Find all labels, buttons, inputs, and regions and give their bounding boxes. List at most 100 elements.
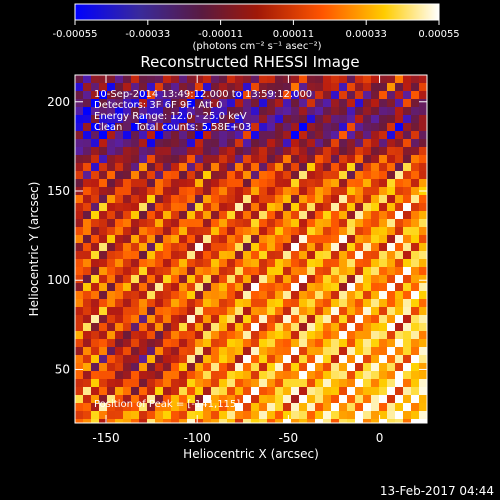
heatmap-cell [251,179,259,187]
heatmap-cell [267,195,275,203]
heatmap-cell [267,259,275,267]
heatmap-cell [147,203,155,211]
y-tick-label: 150 [47,184,70,198]
heatmap-cell [339,379,347,387]
heatmap-cell [219,379,227,387]
heatmap-cell [331,371,339,379]
heatmap-cell [371,395,379,403]
heatmap-cell [83,91,91,99]
heatmap-cell [371,347,379,355]
heatmap-cell [307,371,315,379]
heatmap-cell [203,299,211,307]
heatmap-cell [171,147,179,155]
heatmap-cell [403,331,411,339]
heatmap-cell [363,83,371,91]
heatmap-cell [267,355,275,363]
heatmap-cell [283,179,291,187]
heatmap-cell [291,403,299,411]
heatmap-cell [355,99,363,107]
heatmap-cell [195,291,203,299]
heatmap-cell [75,123,83,131]
heatmap-cell [147,235,155,243]
heatmap-cell [123,123,131,131]
heatmap-cell [75,211,83,219]
heatmap-cell [107,75,115,83]
heatmap-cell [91,259,99,267]
heatmap-cell [419,339,427,347]
heatmap-cell [355,315,363,323]
heatmap-cell [259,315,267,323]
heatmap-cell [91,139,99,147]
heatmap-cell [331,339,339,347]
heatmap-cell [91,347,99,355]
heatmap-cell [395,131,403,139]
heatmap-cell [115,219,123,227]
heatmap-cell [331,403,339,411]
heatmap-cell [131,163,139,171]
heatmap-cell [195,395,203,403]
heatmap-cell [395,187,403,195]
heatmap-cell [227,139,235,147]
heatmap-cell [171,139,179,147]
heatmap-cell [155,211,163,219]
heatmap-cell [243,147,251,155]
heatmap-cell [139,315,147,323]
heatmap-cell [371,75,379,83]
heatmap-cell [91,155,99,163]
heatmap-cell [171,171,179,179]
heatmap-cell [251,195,259,203]
heatmap-cell [163,395,171,403]
heatmap-cell [291,211,299,219]
heatmap-cell [299,203,307,211]
heatmap-cell [123,267,131,275]
heatmap-cell [195,379,203,387]
heatmap-cell [403,339,411,347]
heatmap-cell [99,275,107,283]
heatmap-cell [331,267,339,275]
heatmap-cell [243,315,251,323]
heatmap-cell [211,99,219,107]
heatmap-cell [379,267,387,275]
heatmap-cell [75,299,83,307]
heatmap-cell [339,115,347,123]
heatmap-cell [75,403,83,411]
x-tick-label: -150 [92,431,119,445]
chart-title: Reconstructed RHESSI Image [140,53,359,71]
heatmap-cell [83,211,91,219]
heatmap-cell [211,363,219,371]
heatmap-cell [299,75,307,83]
heatmap-cell [419,203,427,211]
heatmap-cell [387,211,395,219]
heatmap-cell [187,379,195,387]
heatmap-cell [219,419,227,423]
heatmap-cell [75,251,83,259]
heatmap-cell [195,299,203,307]
heatmap-cell [267,291,275,299]
heatmap-cell [99,379,107,387]
heatmap-cell [259,147,267,155]
heatmap-cell [251,323,259,331]
heatmap-cell [419,195,427,203]
heatmap-cell [315,339,323,347]
heatmap-cell [275,267,283,275]
heatmap-cell [243,155,251,163]
heatmap-cell [99,411,107,419]
heatmap-cell [411,411,419,419]
heatmap-cell [395,395,403,403]
heatmap-cell [403,299,411,307]
heatmap-cell [379,91,387,99]
heatmap-cell [155,139,163,147]
heatmap-cell [91,371,99,379]
heatmap-cell [163,195,171,203]
heatmap-cell [235,371,243,379]
heatmap-cell [243,323,251,331]
heatmap-cell [419,387,427,395]
heatmap-cell [243,299,251,307]
heatmap-cell [131,379,139,387]
heatmap-cell [115,403,123,411]
heatmap-cell [339,283,347,291]
heatmap-cell [371,331,379,339]
heatmap-cell [211,147,219,155]
heatmap-cell [347,147,355,155]
heatmap-cell [347,115,355,123]
